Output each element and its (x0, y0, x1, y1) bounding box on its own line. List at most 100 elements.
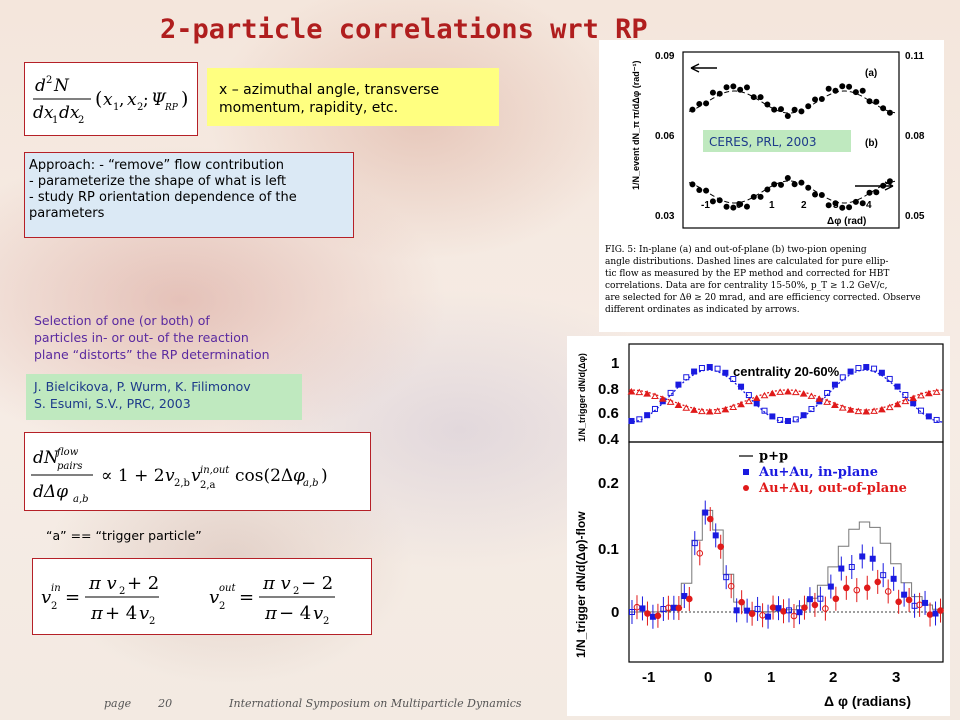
ceres-point-in-plane (873, 98, 880, 105)
svg-text:2: 2 (323, 616, 329, 627)
reference-line2: S. Esumi, S.V., PRC, 2003 (34, 396, 191, 411)
star-point-in-plane (683, 374, 690, 381)
star-point-in-plane (838, 565, 845, 572)
svg-text:− 4: − 4 (279, 603, 311, 624)
svg-text:2,b: 2,b (174, 478, 190, 489)
ceres-label: CERES, PRL, 2003 (709, 135, 817, 149)
footer-page-number: 20 (158, 697, 173, 710)
star-point-in-plane (817, 595, 824, 602)
flow-pairs-equation: dN flow pairs dΔφ a,b ∝ 1 + 2 v 2,b v in,o… (24, 432, 371, 511)
ceres-point-in-plane (859, 87, 866, 94)
svg-text:x: x (103, 90, 113, 110)
star-point-out-of-plane (791, 388, 800, 396)
star-point-out-of-plane (838, 404, 847, 411)
ceres-point-in-plane (825, 85, 832, 92)
star-point-out-of-plane (760, 391, 769, 399)
star-point-in-plane (831, 381, 838, 388)
legend-in-plane-marker (743, 469, 749, 475)
x-note-line1: x – azimuthal angle, transverse (219, 82, 440, 98)
ceres-point-out-of-plane (730, 204, 737, 211)
star-point-in-plane (667, 389, 674, 396)
svg-text:N: N (53, 76, 70, 96)
footer: page 20 International Symposium on Multi… (104, 697, 522, 710)
star-x-tick: 3 (892, 669, 900, 686)
star-point-out-of-plane (874, 578, 882, 586)
ceres-point-in-plane (778, 106, 785, 113)
star-point-out-of-plane (932, 388, 941, 395)
star-point-out-of-plane (686, 595, 693, 603)
star-point-in-plane (714, 365, 721, 372)
ceres-point-out-of-plane (812, 191, 819, 198)
star-bottom-ylabel: 1/N_trigger dN/d(Δφ)-flow (574, 511, 588, 658)
star-point-out-of-plane (696, 550, 704, 557)
star-point-out-of-plane (878, 405, 886, 413)
svg-text:=: = (65, 587, 80, 608)
star-point-in-plane (878, 369, 885, 376)
star-point-in-plane (738, 383, 745, 390)
svg-text:+ 2: + 2 (127, 573, 159, 594)
star-point-out-of-plane (909, 394, 918, 402)
star-point-in-plane (785, 607, 792, 614)
star-point-in-plane (754, 605, 761, 612)
svg-text:,: , (119, 90, 124, 110)
star-point-out-of-plane (666, 398, 675, 405)
star-point-in-plane (706, 364, 713, 371)
ceres-point-in-plane (771, 106, 778, 113)
svg-text:in,out: in,out (200, 465, 230, 476)
svg-text:v: v (191, 466, 201, 486)
svg-text:π: π (264, 603, 278, 624)
svg-text:2,a: 2,a (200, 480, 216, 491)
star-figure: 1 0.8 0.6 0.4 0.2 0.1 0 -1 0 1 2 3 Δ φ (… (567, 336, 950, 716)
star-point-out-of-plane (832, 595, 840, 603)
star-point-in-plane (848, 564, 855, 571)
star-point-in-plane (855, 365, 862, 372)
ceres-point-in-plane (703, 100, 710, 107)
star-point-out-of-plane (627, 388, 636, 395)
star-point-in-plane (925, 413, 932, 420)
star-point-out-of-plane (682, 404, 691, 411)
star-point-out-of-plane (905, 596, 913, 604)
footer-page-label: page (104, 697, 132, 710)
svg-text:2: 2 (293, 586, 299, 597)
ceres-panel-a: (a) (865, 68, 877, 79)
star-xlabel: Δ φ (radians) (824, 693, 911, 709)
ceres-point-in-plane (689, 106, 696, 113)
svg-text:v: v (313, 603, 323, 624)
star-bottom-tick: 0.2 (598, 475, 619, 492)
svg-text:(: ( (95, 88, 102, 110)
star-point-out-of-plane (870, 407, 878, 414)
ceres-figure: 0.09 0.06 0.03 0.11 0.08 0.05 -1 0 1 2 3… (599, 40, 944, 332)
ceres-point-out-of-plane (798, 179, 805, 186)
ceres-point-out-of-plane (866, 189, 873, 196)
ceres-point-out-of-plane (805, 184, 812, 191)
star-point-in-plane (871, 365, 878, 372)
approach-line4: parameters (29, 206, 105, 221)
ceres-point-in-plane (818, 95, 825, 102)
approach-box: Approach: - “remove” flow contribution -… (24, 152, 354, 238)
svg-text:dx: dx (33, 103, 54, 123)
star-point-out-of-plane (768, 389, 777, 397)
star-point-out-of-plane (815, 395, 824, 402)
star-x-tick: 1 (767, 669, 775, 686)
star-point-in-plane (808, 406, 815, 413)
x-definition-note: x – azimuthal angle, transverse momentum… (207, 68, 499, 126)
star-point-in-plane (651, 405, 658, 412)
svg-text:2: 2 (78, 115, 84, 126)
star-point-out-of-plane (926, 611, 934, 618)
ceres-point-in-plane (866, 98, 873, 105)
ceres-point-out-of-plane (832, 200, 839, 207)
ceres-caption-line: correlations. Data are for centrality 15… (605, 281, 888, 291)
reference-line1: J. Bielcikova, P. Wurm, K. Filimonov (34, 379, 251, 394)
ceres-right-tick: 0.08 (905, 131, 925, 142)
star-point-out-of-plane (658, 395, 667, 402)
ceres-xlabel: Δφ (rad) (827, 216, 866, 227)
svg-text:): ) (181, 88, 188, 110)
star-point-out-of-plane (635, 388, 644, 396)
star-point-out-of-plane (675, 604, 683, 612)
svg-text:π: π (90, 603, 104, 624)
star-point-in-plane (722, 369, 729, 376)
svg-text:∝ 1 + 2: ∝ 1 + 2 (101, 466, 165, 486)
star-point-in-plane (639, 605, 646, 612)
